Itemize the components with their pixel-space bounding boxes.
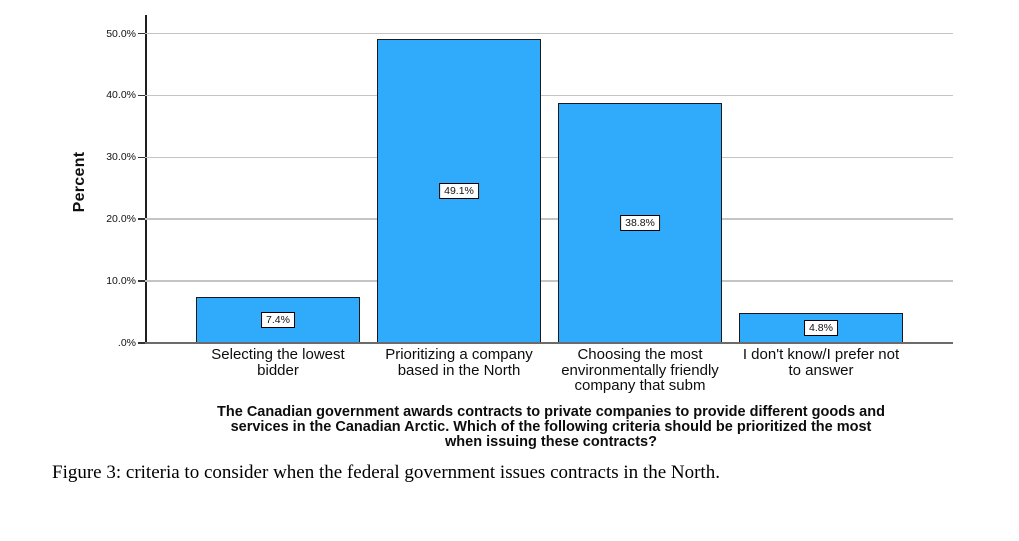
bar-value-label: 7.4% [261, 312, 295, 329]
gridline [145, 32, 953, 35]
y-tick-mark [138, 32, 145, 35]
y-tick-label: 30.0% [106, 151, 136, 164]
y-tick-mark [138, 280, 145, 282]
y-tick-mark [138, 218, 145, 220]
category-label: Selecting the lowest bidder [211, 346, 345, 379]
x-axis-line [145, 342, 953, 344]
figure-caption: Figure 3: criteria to consider when the … [52, 462, 720, 483]
bar-value-label: 49.1% [439, 183, 479, 200]
y-tick-label: 50.0% [106, 27, 136, 40]
y-tick-mark [138, 342, 145, 344]
category-label: Choosing the most environmentally friend… [561, 346, 719, 394]
y-tick-label: 10.0% [106, 275, 136, 288]
gridline [145, 156, 953, 159]
bar-value-label: 38.8% [620, 214, 660, 231]
y-axis-line [145, 15, 147, 344]
category-label: Prioritizing a company based in the Nort… [385, 346, 533, 379]
y-tick-label: 40.0% [106, 89, 136, 102]
category-label: I don't know/I prefer not to answer [742, 346, 900, 379]
y-tick-mark [138, 94, 145, 97]
x-axis-title: The Canadian government awards contracts… [217, 404, 885, 450]
bar-chart: Percent 7.4% 49.1% 38.8% 4.8% .0% 10.0% 20.0%… [71, 15, 953, 450]
gridline [145, 218, 953, 220]
y-tick-label: .0% [117, 337, 136, 349]
bar-value-label: 4.8% [804, 320, 838, 337]
gridline [145, 280, 953, 282]
gridline [145, 94, 953, 97]
y-tick-mark [138, 156, 145, 159]
y-tick-label: 20.0% [106, 213, 136, 226]
